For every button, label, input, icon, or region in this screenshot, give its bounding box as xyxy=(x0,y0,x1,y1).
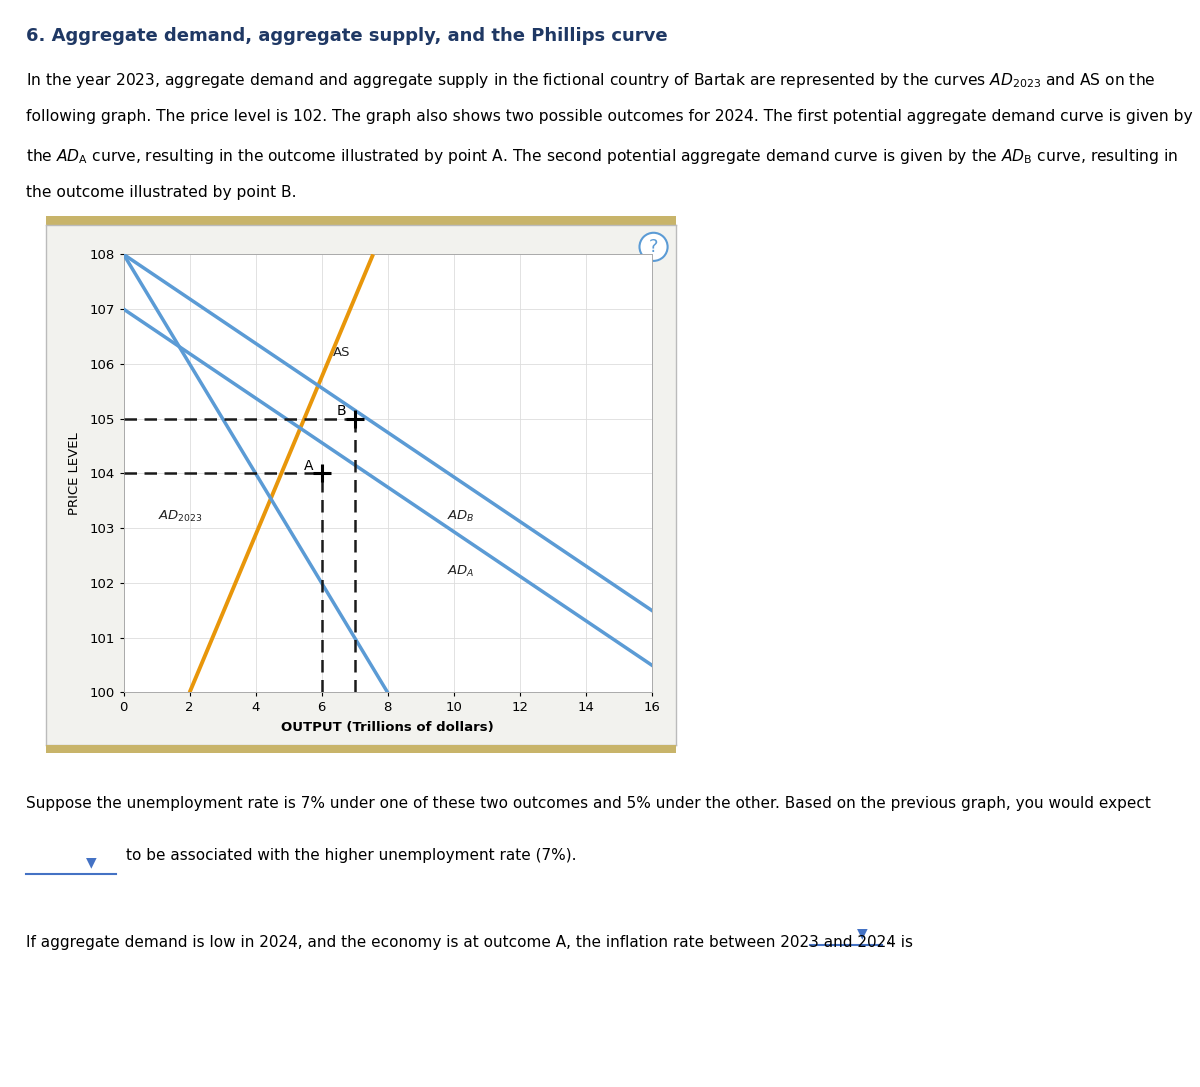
Text: ▼: ▼ xyxy=(86,855,96,870)
Text: ?: ? xyxy=(649,238,659,255)
Text: In the year 2023, aggregate demand and aggregate supply in the fictional country: In the year 2023, aggregate demand and a… xyxy=(26,71,1156,89)
Text: 6. Aggregate demand, aggregate supply, and the Phillips curve: 6. Aggregate demand, aggregate supply, a… xyxy=(26,27,668,46)
X-axis label: OUTPUT (Trillions of dollars): OUTPUT (Trillions of dollars) xyxy=(281,722,494,735)
Text: .: . xyxy=(887,932,892,947)
Text: B: B xyxy=(336,404,346,418)
Text: Suppose the unemployment rate is 7% under one of these two outcomes and 5% under: Suppose the unemployment rate is 7% unde… xyxy=(26,796,1151,811)
Text: following graph. The price level is 102. The graph also shows two possible outco: following graph. The price level is 102.… xyxy=(26,109,1193,124)
Text: $AD_A$: $AD_A$ xyxy=(448,564,475,578)
Text: the outcome illustrated by point B.: the outcome illustrated by point B. xyxy=(26,185,296,200)
Text: If aggregate demand is low in 2024, and the economy is at outcome A, the inflati: If aggregate demand is low in 2024, and … xyxy=(26,935,913,950)
Y-axis label: PRICE LEVEL: PRICE LEVEL xyxy=(68,432,80,515)
Text: ▼: ▼ xyxy=(857,926,868,940)
Text: to be associated with the higher unemployment rate (7%).: to be associated with the higher unemplo… xyxy=(126,848,576,863)
Text: AS: AS xyxy=(334,346,350,359)
Text: $AD_B$: $AD_B$ xyxy=(448,509,475,524)
Text: $AD_{2023}$: $AD_{2023}$ xyxy=(158,509,203,524)
Text: the $\mathit{AD}_{\mathrm{A}}$ curve, resulting in the outcome illustrated by po: the $\mathit{AD}_{\mathrm{A}}$ curve, re… xyxy=(26,147,1178,165)
Text: A: A xyxy=(304,459,313,473)
